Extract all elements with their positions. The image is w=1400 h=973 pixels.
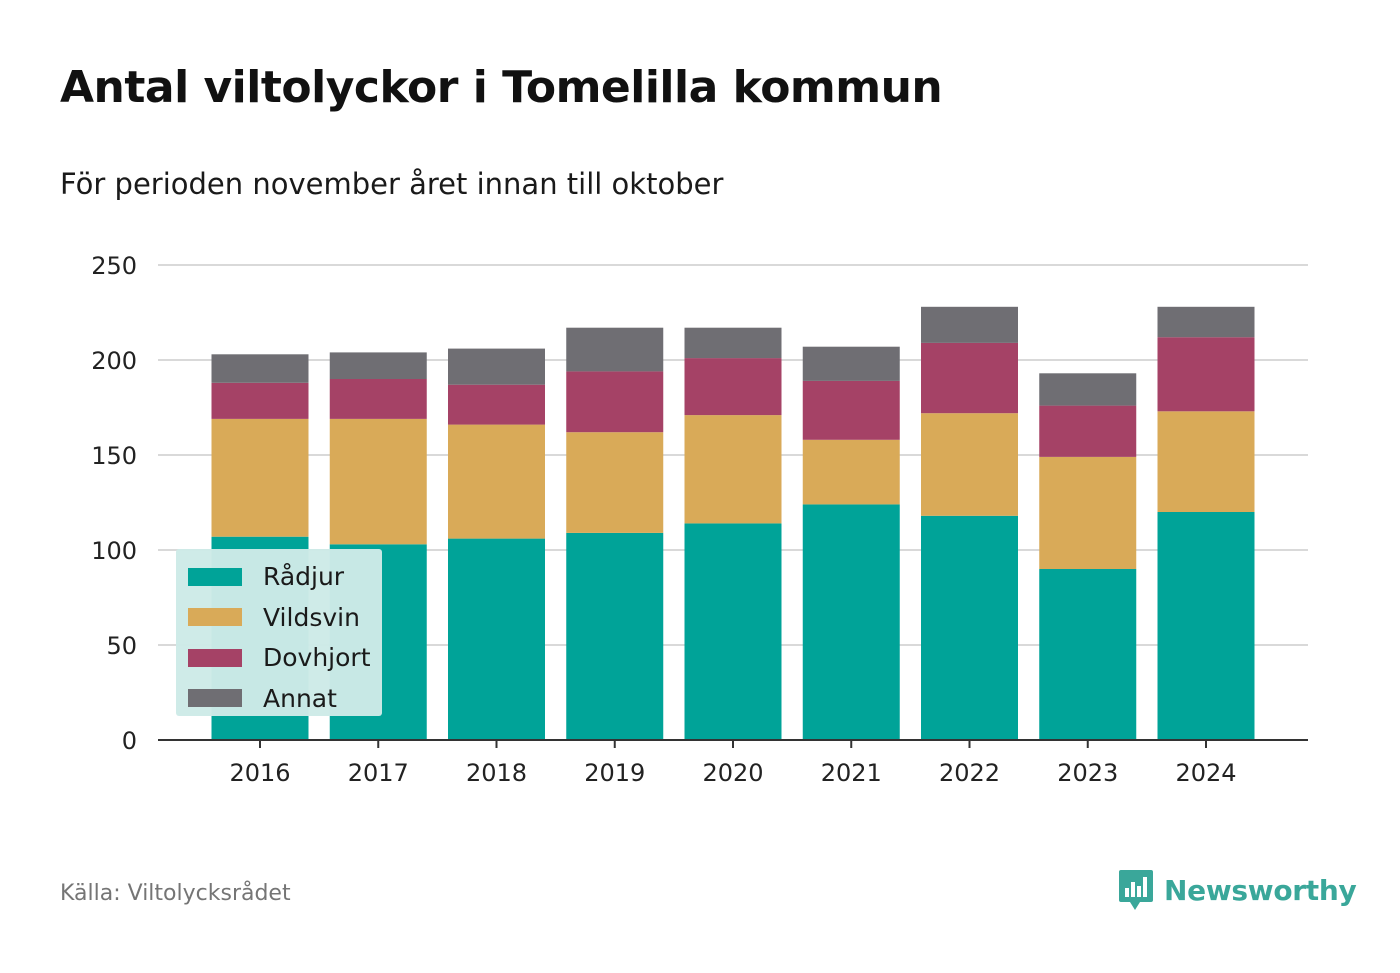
bar-segment-rådjur-2020 [684,523,782,740]
y-axis: 0 50 100 150 200 250 [91,252,137,755]
y-tick-label: 250 [91,252,137,280]
newsworthy-logo-icon [1119,870,1153,910]
legend-swatch [188,648,242,667]
x-tick-label: 2023 [1057,759,1118,787]
legend-item-dovhjort: Dovhjort [188,643,371,672]
y-tick-label: 150 [91,442,137,470]
bar-segment-annat-2021 [802,346,900,381]
x-tick-label: 2021 [821,759,882,787]
x-tick-label: 2017 [348,759,409,787]
x-tick-label: 2024 [1175,759,1236,787]
brand-logo: Newsworthy [1118,868,1357,912]
bar-segment-annat-2017 [329,352,427,379]
bar-segment-dovhjort-2018 [448,384,545,425]
bar-segment-annat-2022 [921,306,1018,343]
chart-subtitle: För perioden november året innan till ok… [60,167,724,201]
bar-segment-rådjur-2023 [1039,569,1137,740]
chart-title: Antal viltolyckor i Tomelilla kommun [60,62,943,113]
bar-segment-vildsvin-2019 [566,432,664,533]
brand-name: Newsworthy [1164,873,1357,907]
x-tick-label: 2022 [939,759,1000,787]
bar-segment-vildsvin-2023 [1039,456,1137,569]
x-axis: 2016 2017 2018 2019 2020 2021 2022 2023 2024 [158,739,1308,787]
bar-segment-vildsvin-2020 [684,415,782,524]
legend-item-annat: Annat [188,684,337,713]
x-tick-label: 2020 [702,759,763,787]
legend: Rådjur Vildsvin Dovhjort Annat [176,549,382,716]
bar-segment-dovhjort-2019 [566,371,664,433]
bar-segment-rådjur-2021 [802,504,900,740]
bar-segment-vildsvin-2017 [329,418,427,545]
x-tick-label: 2018 [466,759,527,787]
bar-segment-vildsvin-2024 [1157,411,1255,512]
bar-segment-annat-2020 [684,327,782,359]
legend-label: Annat [263,683,337,713]
bar-segment-rådjur-2024 [1157,512,1255,740]
y-tick-label: 50 [106,632,137,660]
y-tick-label: 0 [122,727,137,755]
x-tick-label: 2016 [229,759,290,787]
bar-segment-dovhjort-2017 [329,379,427,419]
bar-segment-vildsvin-2016 [211,418,309,537]
bar-segment-rådjur-2018 [448,538,545,740]
bar-segment-rådjur-2019 [566,532,664,740]
bar-segment-annat-2019 [566,327,664,372]
source-note: Källa: Viltolycksrådet [60,881,291,906]
y-tick-label: 100 [91,537,137,565]
bar-segment-annat-2023 [1039,373,1137,406]
x-tick-label: 2019 [584,759,645,787]
legend-label: Dovhjort [263,643,371,672]
bar-segment-dovhjort-2020 [684,358,782,416]
bar-segment-dovhjort-2016 [211,382,309,419]
y-tick-label: 200 [91,347,137,375]
bar-segment-rådjur-2022 [921,515,1018,740]
legend-item-vildsvin: Vildsvin [188,603,360,632]
bar-segment-dovhjort-2022 [921,342,1018,414]
bar-segment-annat-2016 [211,354,309,383]
legend-swatch [188,608,242,626]
bar-segment-annat-2024 [1157,306,1255,338]
bar-segment-dovhjort-2023 [1039,405,1137,457]
bar-segment-annat-2018 [448,348,545,385]
legend-swatch [188,689,242,707]
bar-segment-vildsvin-2021 [802,439,900,505]
legend-swatch [188,567,242,586]
legend-label: Rådjur [263,562,345,591]
bar-segment-dovhjort-2024 [1157,337,1255,412]
bar-segment-dovhjort-2021 [802,380,900,440]
legend-item-rådjur: Rådjur [188,562,344,591]
bar-segment-vildsvin-2018 [448,424,545,539]
legend-label: Vildsvin [263,602,360,632]
bar-segment-vildsvin-2022 [921,413,1018,516]
